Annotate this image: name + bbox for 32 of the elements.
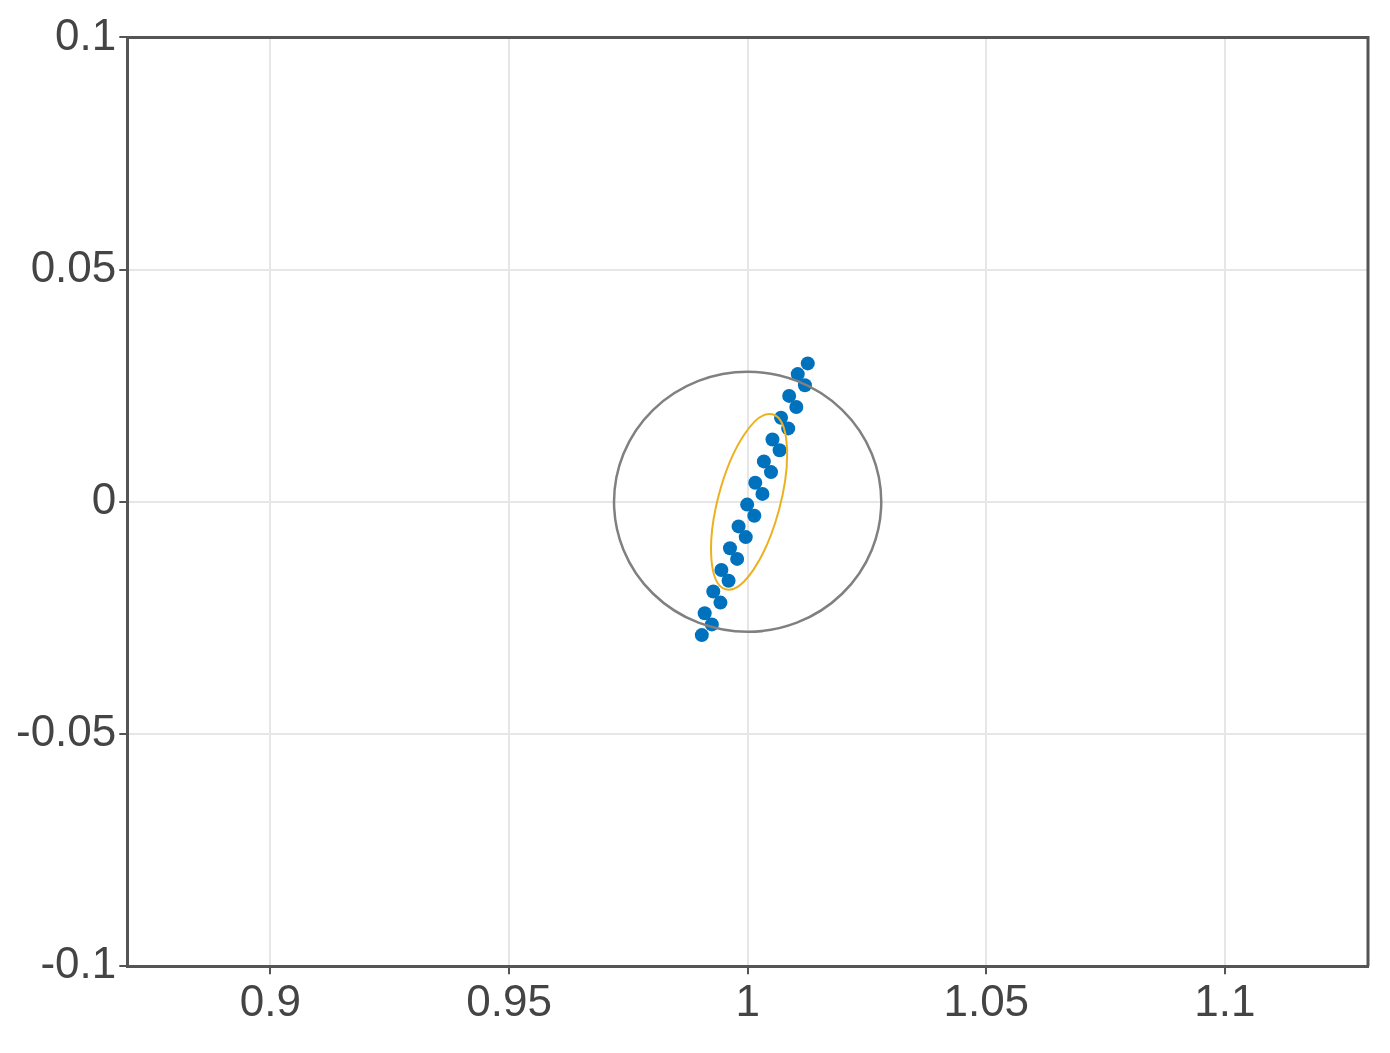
point	[706, 584, 721, 599]
point	[730, 551, 745, 566]
point	[697, 606, 712, 621]
point	[772, 443, 787, 458]
point	[800, 356, 815, 371]
point	[738, 530, 753, 545]
point	[765, 432, 780, 447]
point	[748, 475, 763, 490]
point	[713, 595, 728, 610]
x-tick-label: 0.9	[239, 975, 302, 1025]
y-tick-label: -0.1	[40, 938, 117, 988]
point	[755, 486, 770, 501]
point	[694, 628, 709, 643]
point	[731, 519, 746, 534]
point	[782, 388, 797, 403]
y-tick-label: -0.05	[15, 706, 117, 756]
point	[721, 573, 736, 588]
y-tick-label: 0.1	[55, 9, 117, 59]
point	[764, 465, 779, 480]
y-tick-label: 0.05	[30, 241, 117, 291]
point	[747, 508, 762, 523]
point	[789, 400, 804, 415]
y-tick-label: 0	[91, 473, 117, 523]
point	[740, 497, 755, 512]
x-tick-label: 0.95	[466, 975, 552, 1025]
point	[714, 563, 729, 578]
x-tick-label: 1.05	[943, 975, 1030, 1025]
x-tick-label: 1.1	[1194, 975, 1256, 1025]
point	[722, 541, 737, 556]
x-tick-label: 1	[735, 975, 760, 1025]
point	[756, 454, 771, 469]
point	[790, 367, 805, 382]
